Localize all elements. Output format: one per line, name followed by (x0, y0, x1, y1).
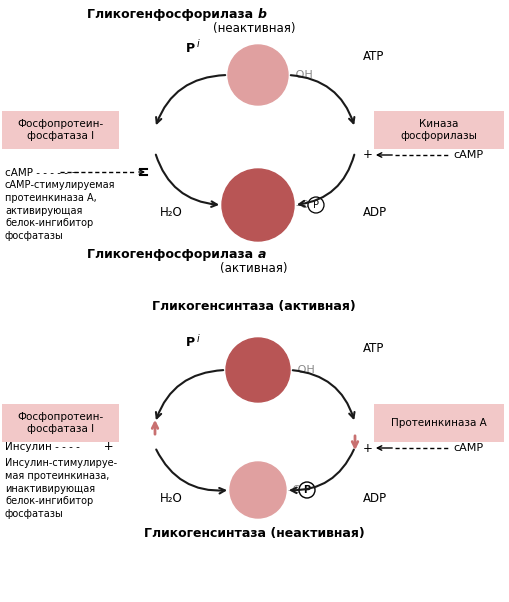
FancyBboxPatch shape (2, 111, 119, 149)
Circle shape (299, 482, 315, 498)
Text: P: P (303, 485, 310, 495)
Text: Фосфопротеин-
фосфатаза I: Фосфопротеин- фосфатаза I (17, 119, 104, 141)
FancyBboxPatch shape (374, 404, 504, 442)
Text: (неактивная): (неактивная) (213, 22, 295, 35)
Text: a: a (258, 248, 266, 261)
FancyBboxPatch shape (2, 404, 119, 442)
Text: Инсулин - - - -: Инсулин - - - - (5, 442, 80, 452)
Text: Гликогенфосфорилаза: Гликогенфосфорилаза (88, 248, 258, 261)
Text: сАМР - - - - - −: сАМР - - - - - − (5, 168, 80, 178)
Circle shape (308, 197, 324, 213)
Text: (активная): (активная) (220, 262, 288, 275)
Text: Гликогенфосфорилаза: Гликогенфосфорилаза (88, 8, 258, 21)
Text: i: i (197, 334, 200, 344)
Text: ATP: ATP (363, 51, 384, 63)
Text: ATP: ATP (363, 341, 384, 355)
Text: Фосфопротеин-
фосфатаза I: Фосфопротеин- фосфатаза I (17, 412, 104, 434)
Text: +: + (100, 441, 114, 453)
Text: сАМР-стимулируемая
протеинкиназа А,
активирующая
белок-ингибитор
фосфатазы: сАМР-стимулируемая протеинкиназа А, акти… (5, 180, 116, 241)
Circle shape (222, 169, 294, 241)
Text: –OH: –OH (290, 70, 313, 80)
Circle shape (228, 45, 288, 105)
Text: P: P (186, 337, 195, 350)
Text: +: + (363, 441, 377, 455)
Text: сАМР: сАМР (453, 150, 483, 160)
FancyBboxPatch shape (374, 111, 504, 149)
Text: H₂O: H₂O (160, 206, 183, 220)
Circle shape (226, 338, 290, 402)
Text: Гликогенсинтаза (активная): Гликогенсинтаза (активная) (152, 300, 356, 313)
Text: +: + (363, 149, 377, 161)
Text: Инсулин-стимулируе-
мая протеинкиназа,
инактивирующая
белок-ингибитор
фосфатазы: Инсулин-стимулируе- мая протеинкиназа, и… (5, 458, 117, 519)
Circle shape (230, 462, 286, 518)
Text: –O–: –O– (287, 485, 307, 495)
Text: Протеинкиназа А: Протеинкиназа А (391, 418, 487, 428)
Text: сАМР: сАМР (453, 443, 483, 453)
Text: –OH: –OH (292, 365, 315, 375)
Text: P: P (186, 42, 195, 55)
Text: ADP: ADP (363, 206, 387, 220)
Text: H₂O: H₂O (160, 491, 183, 504)
Text: Гликогенсинтаза (неактивная): Гликогенсинтаза (неактивная) (144, 527, 364, 540)
Text: Киназа
фосфорилазы: Киназа фосфорилазы (401, 119, 477, 141)
Text: –O–: –O– (295, 200, 315, 210)
Text: i: i (197, 39, 200, 49)
Text: b: b (258, 8, 267, 21)
Text: ADP: ADP (363, 491, 387, 504)
Text: P: P (313, 200, 319, 210)
